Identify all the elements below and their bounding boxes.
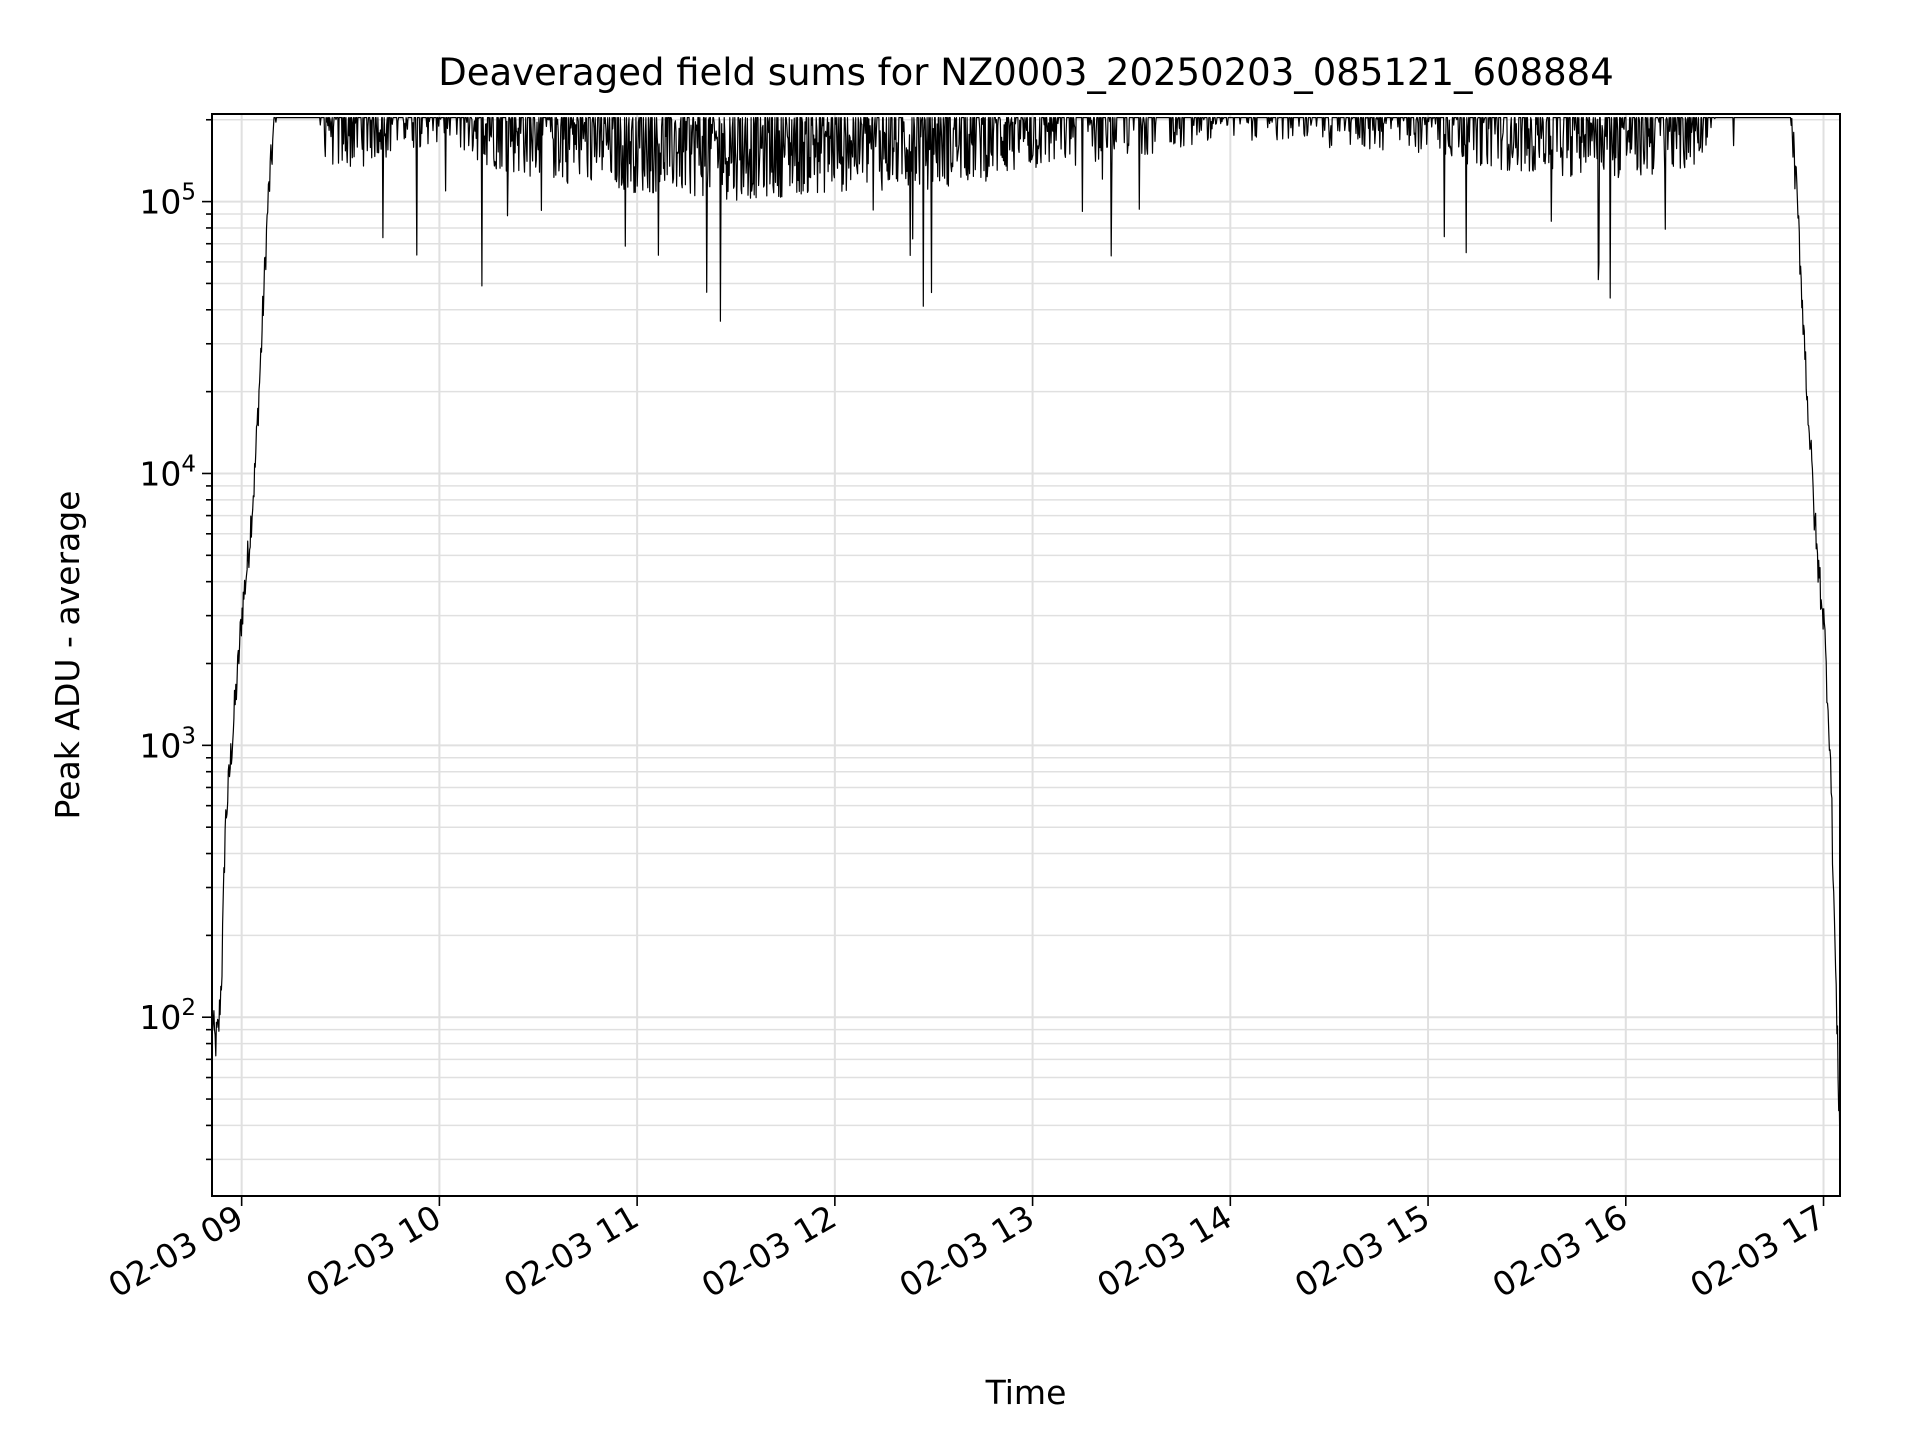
- axes-frame: [211, 113, 1841, 1197]
- x-axis-label: Time: [985, 1373, 1067, 1412]
- plot-area: [211, 116, 1841, 1158]
- y-tick-label: 105: [139, 180, 196, 222]
- chart-title: Deaveraged field sums for NZ0003_2025020…: [438, 51, 1614, 94]
- y-tick-label: 103: [139, 723, 196, 765]
- y-axis-label: Peak ADU - average: [48, 491, 87, 820]
- y-tick-label: 102: [139, 995, 196, 1037]
- grid: [212, 114, 1840, 1196]
- series-line: [211, 116, 1841, 1158]
- y-tick-label: 104: [139, 451, 196, 493]
